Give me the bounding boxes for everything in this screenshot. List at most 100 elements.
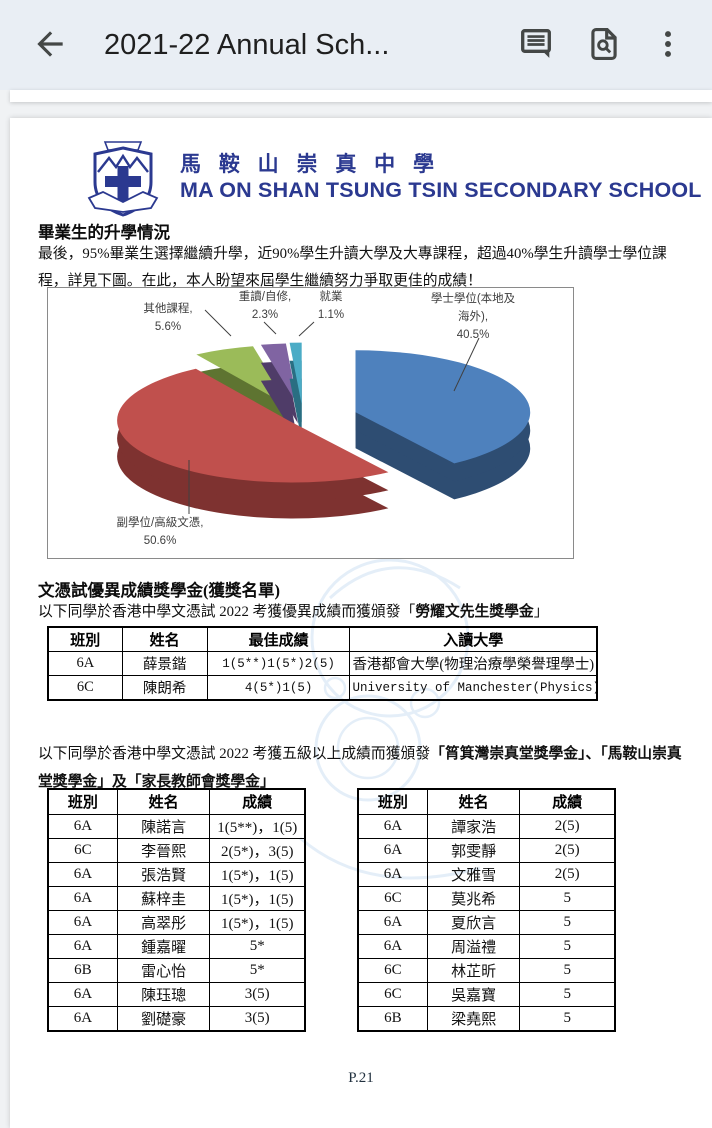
table-cell: 莫兆希 [426, 885, 521, 911]
table-cell: 蘇梓圭 [116, 885, 211, 911]
table-row: 6C 林芷昕 5 [357, 957, 616, 983]
table-row: 6A 陳諾言 1(5**)，1(5) [47, 813, 306, 839]
table-row: 6A 張浩賢 1(5*)，1(5) [47, 861, 306, 887]
table-cell: 1(5**)1(5*)2(5) [206, 651, 351, 676]
page-number: P.21 [348, 1070, 374, 1086]
table-cell: 6A [47, 909, 118, 935]
table-cell: 李晉熙 [116, 837, 211, 863]
table-cell: 郭雯靜 [426, 837, 521, 863]
table-cell: 4(5*)1(5) [206, 675, 351, 701]
comments-button[interactable] [512, 21, 560, 69]
pie-slice-repeat-self-study [260, 343, 298, 406]
table-cell: 2(5) [519, 861, 616, 887]
table-cell: 6C [357, 885, 428, 911]
table-cell: 6A [47, 861, 118, 887]
table-cell: 3(5) [209, 981, 306, 1007]
table-cell: 薛景鍇 [121, 651, 208, 676]
level5-left-table: 班別 姓名 成績 6A 陳諾言 1(5**)，1(5) 6C 李晉熙 2(5*)，3(5) 6A 張… [47, 788, 306, 1032]
distinction-scholarship-table: 班別 姓名 最佳成績 入讀大學 6A 薛景鍇 1(5**)1(5*)2(5) 香港都會大學(物… [47, 626, 598, 701]
column-header: 成績 [519, 788, 616, 815]
more-options-button[interactable] [648, 21, 688, 69]
column-header: 班別 [357, 788, 428, 815]
table-cell: 5 [519, 933, 616, 959]
previous-page-edge [10, 90, 712, 102]
column-header: 姓名 [116, 788, 211, 815]
document-page: 馬 鞍 山 崇 真 中 學 MA ON SHAN TSUNG TSIN SECO… [10, 118, 712, 1128]
table-cell: 6C [357, 981, 428, 1007]
pie-slice-other-courses [196, 346, 291, 407]
table-row: 6C 莫兆希 5 [357, 885, 616, 911]
table-cell: 6C [47, 837, 118, 863]
table-cell: 周溢禮 [426, 933, 521, 959]
scholarship-intro-prefix: 以下同學於香港中學文憑試 2022 考獲優異成績而獲頒發「 [38, 604, 416, 620]
leader-line-employment [298, 321, 315, 337]
table-cell: 2(5) [519, 813, 616, 839]
table-cell: 香港都會大學(物理治療學榮譽理學士) [349, 651, 598, 676]
table-row: 6B 雷心怡 5* [47, 957, 306, 983]
table-row: 6A 陳珏璁 3(5) [47, 981, 306, 1007]
chart-data-label-bachelor-degree: 學士學位(本地及 海外), 40.5% [430, 293, 516, 341]
pie-slice-bachelor-degree [355, 350, 531, 464]
table-row: 6A 夏欣言 5 [357, 909, 616, 935]
kebab-menu-icon [651, 27, 685, 64]
table-cell: 6A [47, 1005, 118, 1031]
section-heading-further-studies: 畢業生的升學情況 [38, 223, 170, 242]
leader-line-bachelor-degree [453, 337, 480, 392]
table-row: 6A 薛景鍇 1(5**)1(5*)2(5) 香港都會大學(物理治療學榮譽理學士) [47, 651, 598, 676]
table-cell: 6A [357, 933, 428, 959]
scholarship-intro: 以下同學於香港中學文憑試 2022 考獲優異成績而獲頒發「勞耀文先生獎學金」 [38, 599, 692, 626]
column-header: 入讀大學 [349, 626, 598, 652]
table-cell: 鍾嘉曜 [116, 933, 211, 959]
table-cell: 文雅雪 [426, 861, 521, 887]
chart-data-label-employment: 就業 1.1% [317, 291, 345, 321]
back-arrow-icon [31, 25, 69, 66]
table-row: 6A 譚家浩 2(5) [357, 813, 616, 839]
table-cell: 6B [47, 957, 118, 983]
table-cell: 5* [209, 957, 306, 983]
table-row: 6C 陳朗希 4(5*)1(5) University of Manchester(P… [47, 675, 598, 701]
table-cell: 6C [357, 957, 428, 983]
table-cell: 5 [519, 981, 616, 1007]
table-row: 6C 吳嘉寶 5 [357, 981, 616, 1007]
table-cell: 6A [357, 909, 428, 935]
app-bar: 2021-22 Annual Sch... [0, 0, 712, 90]
school-logo [85, 140, 161, 225]
find-in-document-icon [585, 25, 623, 66]
table-cell: 6A [47, 885, 118, 911]
chart-data-label-other-courses: 其他課程, 5.6% [143, 303, 193, 333]
leader-line-repeat-self-study [263, 321, 277, 335]
table-cell: 5 [519, 909, 616, 935]
find-in-document-button[interactable] [580, 21, 628, 69]
column-header: 班別 [47, 788, 118, 815]
level5-scholarship-names: 「筲箕灣崇真堂獎學金」、「馬鞍山崇真堂獎學金」及「家長教師會獎學金」 [38, 746, 682, 790]
table-row: 6A 劉礎豪 3(5) [47, 1005, 306, 1031]
table-cell: 梁堯熙 [426, 1005, 521, 1031]
table-cell: 1(5*)，1(5) [209, 885, 306, 911]
table-cell: 吳嘉寶 [426, 981, 521, 1007]
column-header: 成績 [209, 788, 306, 815]
back-button[interactable] [26, 21, 74, 69]
table-cell: 2(5) [519, 837, 616, 863]
table-cell: 陳諾言 [116, 813, 211, 839]
table-cell: 6A [357, 837, 428, 863]
table-cell: 5* [209, 933, 306, 959]
comment-icon [517, 25, 555, 66]
table-cell: 陳珏璁 [116, 981, 211, 1007]
table-cell: 5 [519, 957, 616, 983]
column-header: 姓名 [121, 626, 208, 652]
table-row: 6B 梁堯熙 5 [357, 1005, 616, 1031]
level5-intro-prefix: 以下同學於香港中學文憑試 2022 考獲五級以上成績而獲頒發 [38, 746, 431, 762]
table-cell: 2(5*)，3(5) [209, 837, 306, 863]
document-scroll-area[interactable]: 馬 鞍 山 崇 真 中 學 MA ON SHAN TSUNG TSIN SECO… [0, 90, 712, 1128]
leader-line-other-courses [204, 309, 232, 337]
scholarship-intro-suffix: 」 [533, 604, 549, 620]
table-cell: 林芷昕 [426, 957, 521, 983]
level5-intro: 以下同學於香港中學文憑試 2022 考獲五級以上成績而獲頒發「筲箕灣崇真堂獎學金… [38, 740, 692, 796]
table-row: 6A 鍾嘉曜 5* [47, 933, 306, 959]
column-header: 班別 [47, 626, 123, 652]
column-header: 最佳成績 [206, 626, 351, 652]
table-row: 6A 蘇梓圭 1(5*)，1(5) [47, 885, 306, 911]
table-cell: 5 [519, 1005, 616, 1031]
chart-data-label-sub-degree: 副學位/高級文憑, 50.6% [116, 517, 204, 547]
